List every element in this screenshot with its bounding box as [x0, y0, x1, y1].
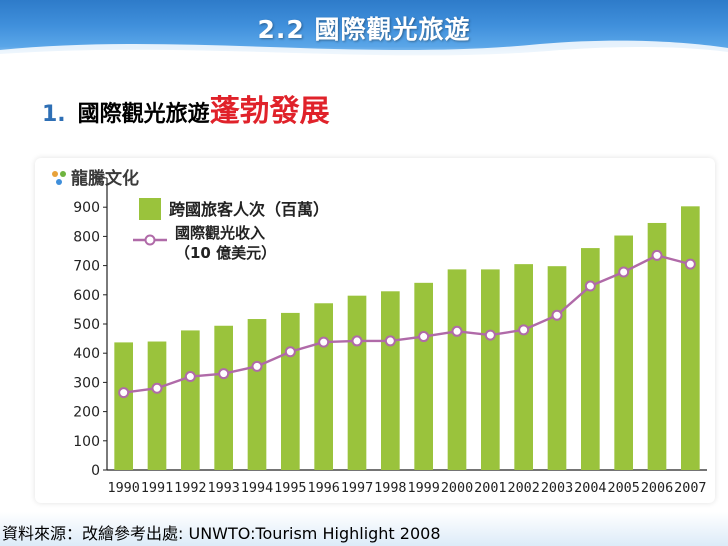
bullet-text: 國際觀光旅遊: [77, 102, 210, 127]
x-tick-label: 1990: [108, 481, 140, 496]
watermark: 龍騰文化: [50, 164, 139, 189]
revenue-point: [251, 360, 263, 372]
x-tick-label: 1992: [174, 481, 206, 496]
bar: [647, 222, 667, 470]
revenue-line: [123, 254, 691, 394]
bar: [147, 341, 167, 470]
revenue-point: [651, 249, 663, 261]
bar: [247, 319, 267, 470]
legend-box: [129, 190, 357, 270]
bar: [181, 330, 200, 470]
x-tick-label: 2002: [508, 481, 540, 496]
bullet-number: 1.: [42, 102, 66, 127]
title-wave-decoration: [0, 40, 728, 62]
slide-title: 2.2 國際觀光旅遊: [257, 15, 471, 44]
x-tick-label: 1995: [274, 481, 306, 496]
bar: [614, 235, 633, 470]
bottom-bar: [0, 512, 728, 546]
legend-bar-label: 跨國旅客人次（百萬）: [169, 200, 329, 219]
bar: [114, 342, 133, 470]
source-citation: 資料來源：改繪參考出處: UNWTO:Tourism Highlight 200…: [2, 524, 441, 543]
revenue-point: [351, 335, 363, 347]
legend-line-unit: （10 億美元）: [175, 244, 276, 262]
tourism-chart: 0 100 200 300 400 500 600 700 800 900 1990 1991 1992…: [73, 177, 707, 496]
y-tick-label: 0: [91, 463, 100, 479]
x-tick-label: 1994: [241, 481, 274, 496]
x-tick-label: 2003: [541, 481, 573, 496]
title-bar: [0, 0, 728, 62]
x-tick-label: 1993: [208, 481, 240, 496]
x-tick-label: 1999: [408, 481, 440, 496]
bullet-accent: 蓬勃發展: [209, 94, 330, 129]
revenue-point: [451, 325, 463, 337]
bar: [314, 303, 333, 470]
bullet-heading: 1. 國際觀光旅遊蓬勃發展: [42, 86, 330, 130]
bar: [281, 312, 300, 470]
y-tick-label: 400: [73, 346, 100, 362]
revenue-point: [684, 258, 696, 270]
x-tick-label: 2007: [674, 481, 706, 496]
bar: [547, 266, 567, 470]
revenue-point: [151, 382, 163, 394]
revenue-point: [484, 329, 496, 341]
legend-bar-swatch: [139, 198, 161, 220]
revenue-point: [118, 387, 130, 399]
revenue-point: [551, 309, 563, 321]
x-tick-label: 1991: [141, 481, 173, 496]
x-tick-label: 2001: [474, 481, 506, 496]
y-tick-label: 100: [73, 434, 100, 450]
revenue-point: [218, 368, 230, 380]
bar: [214, 325, 233, 470]
x-tick-label: 2000: [441, 481, 473, 496]
y-tick-label: 200: [73, 405, 100, 421]
y-tick-label: 800: [73, 229, 100, 245]
y-tick-label: 600: [73, 288, 100, 304]
revenue-point: [318, 336, 330, 348]
bar: [481, 269, 500, 470]
chart-container: 0 100 200 300 400 500 600 700 800 900 1990 1991 1992…: [35, 158, 715, 503]
revenue-point: [184, 371, 196, 383]
x-tick-label: 1996: [308, 481, 340, 496]
revenue-point: [584, 280, 596, 292]
bar: [447, 269, 467, 470]
legend-line-label: 國際觀光收入: [175, 224, 265, 242]
legend-line-marker: [144, 234, 156, 246]
bar: [514, 264, 533, 470]
revenue-point: [418, 331, 430, 343]
y-tick-label: 300: [73, 375, 100, 391]
publisher-logo-icon: [52, 171, 66, 185]
bar: [681, 206, 700, 470]
x-tick-label: 2006: [641, 481, 673, 496]
bar: [414, 282, 433, 470]
x-tick-label: 1998: [374, 481, 406, 496]
bar: [347, 295, 367, 470]
x-tick-label: 2004: [574, 481, 607, 496]
bar: [381, 291, 400, 470]
y-tick-label: 700: [73, 259, 100, 275]
revenue-point: [384, 335, 396, 347]
revenue-point: [618, 266, 630, 278]
y-tick-label: 900: [73, 200, 100, 216]
y-tick-label: 500: [73, 317, 100, 333]
watermark-text: 龍騰文化: [71, 169, 139, 189]
x-tick-label: 2005: [608, 481, 640, 496]
revenue-point: [518, 324, 530, 336]
bar: [581, 248, 600, 470]
x-tick-label: 1997: [341, 481, 373, 496]
revenue-point: [284, 346, 296, 358]
